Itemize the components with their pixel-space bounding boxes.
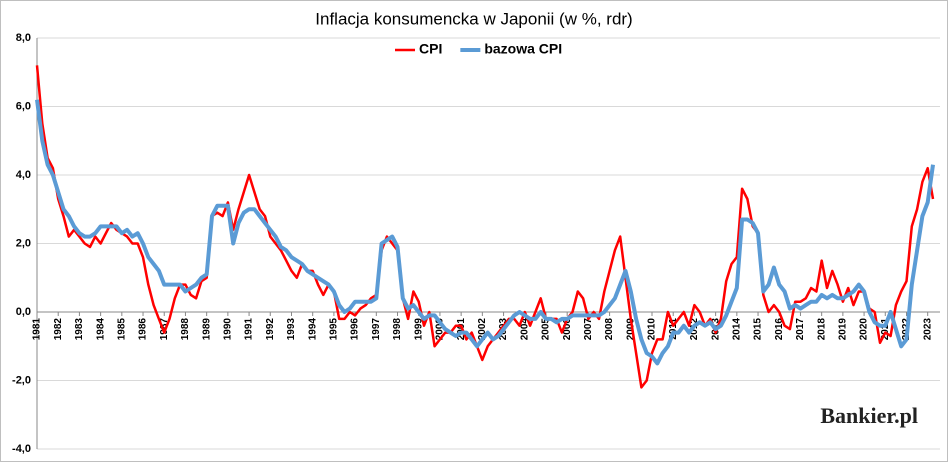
legend-label: CPI bbox=[419, 41, 442, 57]
series-line bbox=[35, 65, 935, 389]
x-tick-label: 1985 bbox=[116, 318, 127, 341]
x-tick-label: 1988 bbox=[180, 318, 191, 341]
x-tick-label: 1997 bbox=[371, 318, 382, 341]
x-tick-label: 1994 bbox=[307, 318, 318, 341]
x-tick-label: 2004 bbox=[519, 318, 530, 341]
y-tick-label: 6,0 bbox=[16, 100, 31, 112]
x-tick-label: 2021 bbox=[880, 318, 891, 341]
y-tick-label: 4,0 bbox=[16, 169, 31, 181]
x-tick-label: 1993 bbox=[286, 318, 297, 341]
x-tick-label: 2016 bbox=[774, 318, 785, 341]
x-tick-label: 1998 bbox=[392, 318, 403, 341]
x-tick-label: 2002 bbox=[477, 318, 488, 341]
x-tick-label: 2000 bbox=[435, 318, 446, 341]
x-tick-label: 2005 bbox=[541, 318, 552, 341]
x-tick-label: 2007 bbox=[583, 318, 594, 341]
x-tick-label: 1981 bbox=[32, 318, 43, 341]
x-tick-label: 2011 bbox=[668, 318, 679, 340]
chart-title: Inflacja konsumencka w Japonii (w %, rdr… bbox=[315, 9, 632, 28]
y-tick-label: 0,0 bbox=[16, 306, 31, 318]
y-tick-label: -2,0 bbox=[12, 374, 31, 386]
x-tick-label: 2009 bbox=[625, 318, 636, 341]
x-tick-label: 1983 bbox=[74, 318, 85, 341]
x-tick-label: 1986 bbox=[138, 318, 149, 341]
x-tick-label: 1992 bbox=[265, 318, 276, 341]
y-tick-label: 8,0 bbox=[16, 32, 31, 44]
x-tick-label: 2008 bbox=[604, 318, 615, 341]
x-tick-label: 2014 bbox=[731, 318, 742, 341]
x-tick-label: 2006 bbox=[562, 318, 573, 341]
x-tick-label: 1990 bbox=[223, 318, 234, 341]
x-tick-label: 2019 bbox=[838, 318, 849, 341]
series-line bbox=[35, 99, 935, 366]
x-tick-label: 2015 bbox=[753, 318, 764, 341]
x-tick-label: 1999 bbox=[413, 318, 424, 341]
x-tick-label: 1982 bbox=[53, 318, 64, 341]
x-tick-label: 2018 bbox=[816, 318, 827, 341]
y-tick-label: -4,0 bbox=[12, 443, 31, 455]
x-tick-label: 1989 bbox=[201, 318, 212, 341]
x-tick-label: 2017 bbox=[795, 318, 806, 341]
x-tick-label: 2010 bbox=[647, 318, 658, 341]
y-tick-label: 2,0 bbox=[16, 237, 31, 249]
x-tick-label: 1996 bbox=[350, 318, 361, 341]
x-tick-label: 1984 bbox=[95, 318, 106, 341]
x-tick-label: 2012 bbox=[689, 318, 700, 341]
x-tick-label: 2020 bbox=[859, 318, 870, 341]
x-tick-label: 1995 bbox=[329, 318, 340, 341]
watermark: Bankier.pl bbox=[820, 403, 918, 428]
legend-label: bazowa CPI bbox=[484, 41, 562, 57]
x-tick-label: 1991 bbox=[244, 318, 255, 341]
x-tick-label: 2023 bbox=[922, 318, 933, 341]
